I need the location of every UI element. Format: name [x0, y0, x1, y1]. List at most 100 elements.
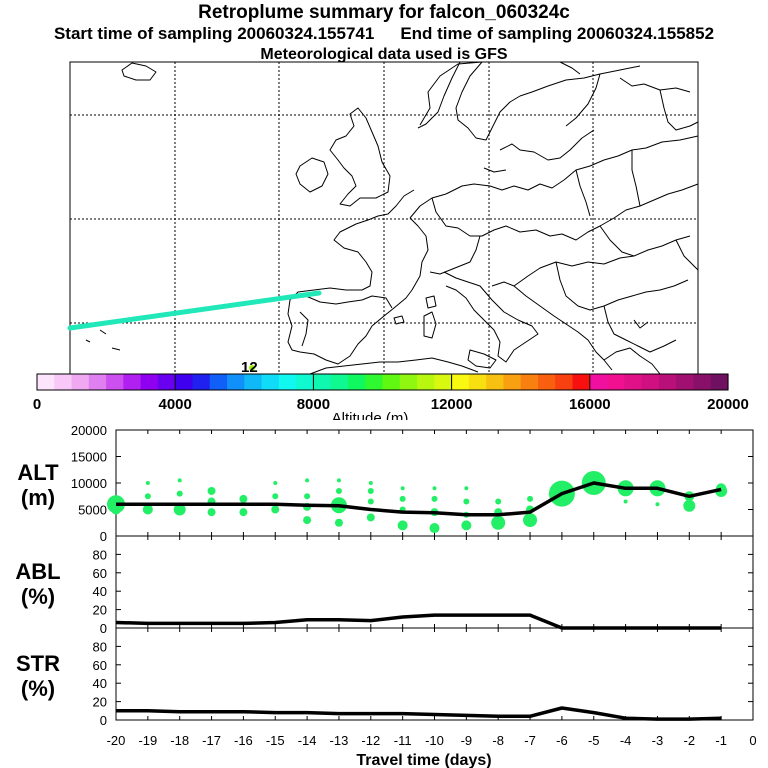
- receptor-marker: [249, 365, 255, 371]
- colorbar-cell: [244, 374, 263, 390]
- x-tick-label: -10: [425, 733, 444, 748]
- colorbar-cell: [486, 374, 505, 390]
- x-tick-label: -13: [330, 733, 349, 748]
- colorbar-cell: [106, 374, 124, 390]
- y-tick-label: 15000: [71, 450, 107, 465]
- colorbar-cell: [589, 374, 608, 390]
- colorbar-cell: [175, 374, 194, 390]
- altitude-particle-point: [207, 486, 216, 495]
- y-tick-label: 0: [100, 529, 107, 544]
- colorbar-tick-label: 16000: [569, 396, 611, 413]
- colorbar-cells: [37, 374, 729, 390]
- y-tick-label: 60: [93, 658, 107, 673]
- colorbar-cell: [347, 374, 366, 390]
- altitude-particle-point: [335, 487, 342, 494]
- colorbar-ticks: 0 4000 8000 12000 16000 20000: [33, 374, 749, 413]
- colorbar-tick-label: 8000: [297, 396, 330, 413]
- colorbar-cell: [468, 374, 487, 390]
- x-tick-label: -4: [620, 733, 632, 748]
- x-tick-label: -8: [492, 733, 504, 748]
- y-tick-label: 80: [93, 639, 107, 654]
- colorbar-tick-label: 0: [33, 396, 41, 413]
- altitude-particle-point: [273, 481, 278, 485]
- colorbar-cell: [417, 374, 435, 390]
- met-data-label: Meteorological data used is GFS: [260, 46, 508, 63]
- colorbar-cell: [658, 374, 677, 390]
- x-axis-label: Travel time (days): [356, 752, 491, 768]
- colorbar-cell: [624, 374, 643, 390]
- x-tick-label: -12: [361, 733, 380, 748]
- colorbar-tick-label: 12000: [431, 396, 473, 413]
- altitude-particle-point: [111, 504, 121, 515]
- x-tick-label: -18: [170, 733, 189, 748]
- trajectory-line: [67, 290, 322, 331]
- altitude-particle-point: [463, 498, 470, 505]
- y-tick-label: 20: [93, 695, 107, 710]
- altitude-particle-point: [176, 490, 183, 497]
- colorbar-cell: [537, 374, 556, 390]
- altitude-particle-point: [429, 523, 440, 534]
- colorbar-cell: [123, 374, 142, 390]
- colorbar-cell: [261, 374, 280, 390]
- altitude-particle-point: [431, 495, 438, 502]
- panel-frame: [115, 627, 754, 721]
- colorbar-cell: [399, 374, 418, 390]
- colorbar-cell: [54, 374, 73, 390]
- colorbar-tick-label: 4000: [159, 396, 192, 413]
- y-tick-label: 20000: [71, 423, 107, 438]
- colorbar-cell: [641, 374, 660, 390]
- y-tick-label: 40: [93, 584, 107, 599]
- altitude-particle-point: [367, 498, 374, 505]
- colorbar-cell: [710, 374, 729, 390]
- colorbar-cell: [434, 374, 453, 390]
- altitude-colorbar: 0 4000 8000 12000 16000 20000 Altitude (m): [33, 373, 749, 420]
- colorbar-cell: [607, 374, 625, 390]
- altitude-particle-point: [527, 495, 534, 502]
- altitude-particle-point: [495, 498, 502, 505]
- altitude-particle-point: [683, 499, 696, 512]
- y-tick-label: 0: [100, 713, 107, 728]
- altitude-particle-point: [432, 486, 437, 491]
- colorbar-cell: [71, 374, 90, 390]
- colorbar-cell: [503, 374, 522, 390]
- altitude-particle-point: [173, 503, 186, 516]
- colorbar-cell: [520, 374, 539, 390]
- altitude-particle-point: [304, 493, 311, 500]
- colorbar-cell: [451, 374, 470, 390]
- altitude-particle-point: [145, 481, 150, 485]
- panel-ylabel: STR: [16, 651, 60, 676]
- y-tick-label: 60: [93, 566, 107, 581]
- panel-ylabel-unit: (m): [21, 485, 55, 510]
- colorbar-cell: [157, 374, 176, 390]
- altitude-particle-point: [177, 478, 182, 483]
- altitude-particle-point: [623, 499, 628, 504]
- colorbar-cell: [88, 374, 107, 390]
- y-tick-label: 10000: [71, 476, 107, 491]
- median-line: [116, 706, 722, 721]
- end-time-label: End time of sampling 20060324.155852: [400, 24, 715, 43]
- x-tick-label: 0: [749, 733, 756, 748]
- marker-label: 12: [241, 359, 258, 376]
- x-tick-label: -7: [524, 733, 536, 748]
- colorbar-title: Altitude (m): [332, 410, 409, 420]
- altitude-particle-point: [400, 486, 405, 491]
- colorbar-cell: [37, 374, 55, 390]
- x-tick-label: -20: [107, 733, 126, 748]
- chart-title: Retroplume summary for falcon_060324c: [198, 2, 570, 23]
- altitude-particle-point: [523, 513, 538, 528]
- altitude-particle-point: [367, 487, 374, 494]
- x-tick-label: -9: [461, 733, 473, 748]
- colorbar-tick-label: 20000: [707, 396, 749, 413]
- y-tick-label: 20: [93, 603, 107, 618]
- colorbar-cell: [555, 374, 574, 390]
- x-tick-label: -16: [234, 733, 253, 748]
- y-tick-label: 40: [93, 676, 107, 691]
- x-tick-label: -19: [138, 733, 157, 748]
- colorbar-cell: [676, 374, 695, 390]
- altitude-particle-point: [271, 505, 280, 514]
- colorbar-cell: [313, 374, 332, 390]
- colorbar-cell: [330, 374, 349, 390]
- x-tick-label: -1: [715, 733, 727, 748]
- sampling-times: Start time of sampling 20060324.155741 En…: [0, 24, 768, 44]
